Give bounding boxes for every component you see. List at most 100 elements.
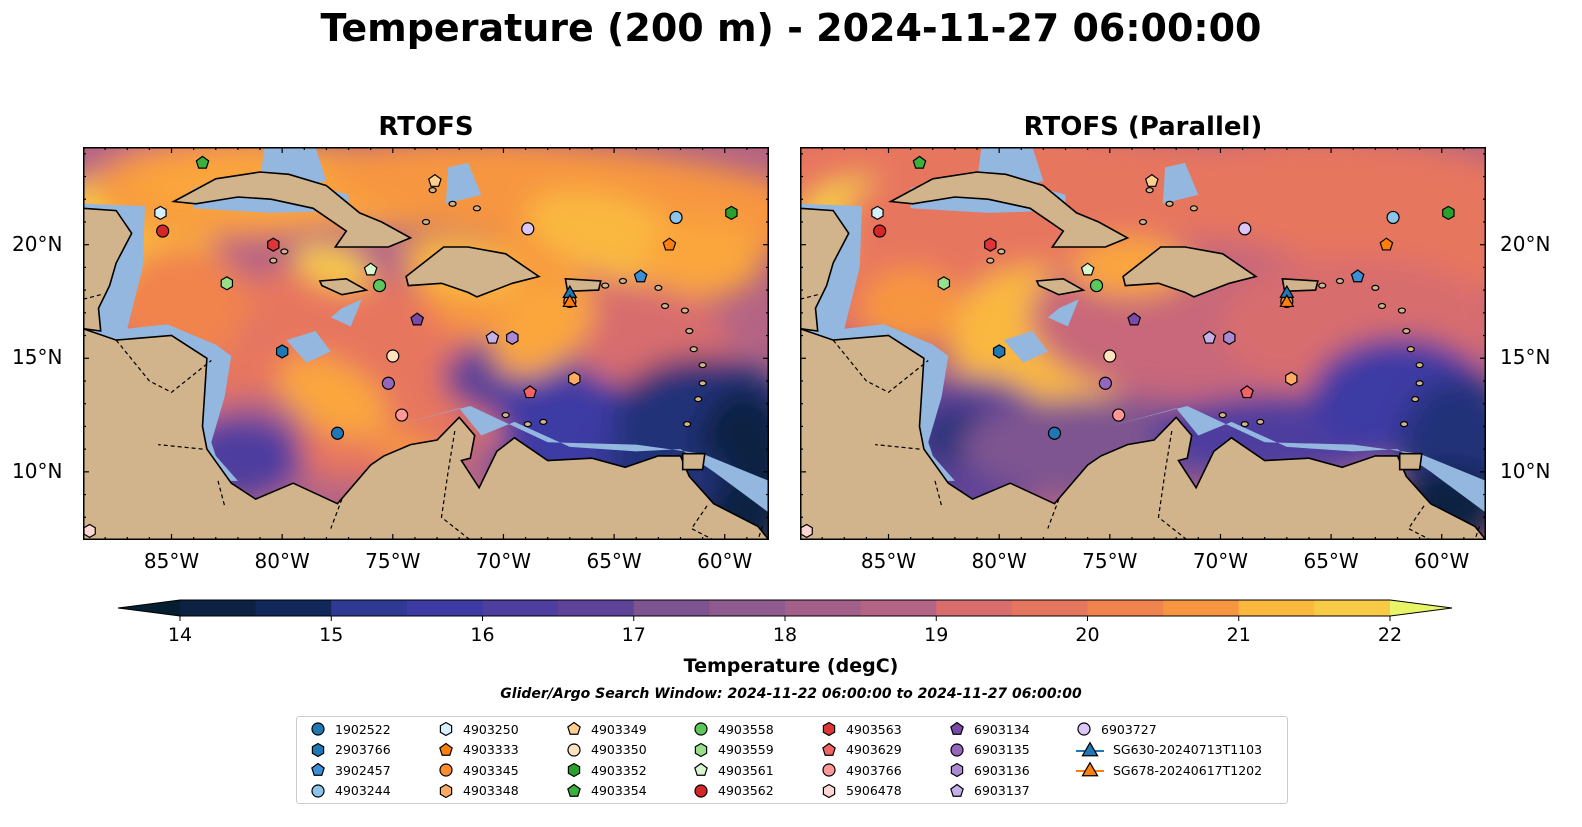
- island: [680, 307, 690, 314]
- colorbar-band: [1163, 600, 1240, 616]
- colorbar-label: Temperature (degC): [683, 655, 899, 677]
- island: [1335, 277, 1345, 285]
- x-tick-label: 65°W: [1303, 549, 1359, 573]
- legend-marker-icon: [950, 721, 964, 735]
- island: [1318, 282, 1327, 289]
- colorbar-band: [558, 600, 635, 616]
- legend-label: SG630-20240713T1103: [1113, 742, 1263, 757]
- island: [448, 200, 457, 207]
- marker-4903629: [523, 385, 537, 399]
- marker-6903137: [1202, 330, 1217, 344]
- shelf-area: [286, 331, 331, 363]
- legend-item: SG630-20240713T1103: [1075, 740, 1262, 760]
- legend-label: 4903345: [463, 762, 519, 778]
- legend-marker-icon: [822, 763, 836, 777]
- marker-4903333: [662, 237, 677, 251]
- temperature-field: [800, 147, 1486, 540]
- colorbar-over-extension: [1390, 600, 1452, 616]
- legend-item: 4903352: [565, 760, 647, 780]
- legend-item: 3902457: [309, 760, 391, 780]
- marker-SG678-20240617T1202: [562, 293, 578, 308]
- shelf-area: [392, 406, 769, 513]
- shelf-area: [1162, 162, 1199, 204]
- marker-1902522: [330, 426, 345, 440]
- x-tick-label: 70°W: [1192, 549, 1249, 573]
- island: [698, 361, 707, 369]
- legend-label: 2903766: [335, 742, 391, 757]
- colorbar-tick-label: 20: [1075, 624, 1100, 646]
- legend-label: 4903562: [718, 783, 774, 798]
- temperature-field: [83, 147, 769, 540]
- island: [1371, 284, 1380, 291]
- marker-4903766: [395, 408, 409, 422]
- platform-markers: [83, 155, 738, 539]
- x-tick-label: 65°W: [586, 549, 642, 573]
- shelf-area: [445, 162, 482, 204]
- island: [689, 346, 698, 353]
- legend-label: 4903563: [846, 721, 902, 737]
- colorbar-band: [1314, 600, 1391, 616]
- marker-6903134: [1127, 312, 1142, 326]
- tick-marks: [800, 147, 1486, 540]
- legend-item: 4903349: [565, 719, 647, 739]
- island: [660, 302, 670, 310]
- legend-item: 4903244: [309, 781, 391, 801]
- country-border: [440, 430, 471, 540]
- legend-marker-icon: [439, 763, 453, 777]
- island: [280, 248, 289, 255]
- marker-3902457: [1350, 269, 1365, 283]
- marker-4903348: [568, 371, 581, 386]
- country-border: [1407, 505, 1431, 540]
- legend-marker-icon: [311, 762, 325, 776]
- island: [428, 187, 437, 194]
- legend-label: 4903354: [591, 783, 647, 798]
- legend-marker-icon: [950, 742, 964, 757]
- marker-4903559: [220, 276, 234, 291]
- legend-marker-icon: [694, 783, 708, 798]
- landmass: [800, 327, 1486, 540]
- marker-4903354: [195, 155, 210, 169]
- country-border: [1047, 498, 1060, 529]
- legend-marker-icon: [950, 762, 964, 778]
- legend-item: 6903134: [948, 719, 1030, 739]
- legend-marker-icon: [439, 742, 453, 756]
- legend-item: 4903558: [692, 719, 774, 739]
- landmass: [318, 277, 369, 296]
- colorbar-band: [406, 600, 483, 616]
- colorbar-band: [331, 600, 408, 616]
- island: [1240, 421, 1249, 428]
- legend-marker-icon: [567, 762, 581, 778]
- shelf-area: [1109, 406, 1486, 513]
- platform-markers: [800, 155, 1455, 539]
- marker-4903250: [871, 205, 884, 221]
- island: [1402, 327, 1411, 335]
- legend-item: 4903350: [565, 740, 647, 760]
- landmass: [83, 207, 133, 332]
- x-tick-label: 70°W: [475, 549, 532, 573]
- legend-label: 3902457: [335, 762, 391, 778]
- legend-marker-icon: [567, 742, 581, 757]
- legend-label: 4903629: [846, 742, 902, 757]
- colorbar-band: [1011, 600, 1088, 616]
- legend-item: 4903333: [437, 740, 519, 760]
- legend-marker-icon: [567, 783, 581, 797]
- island: [986, 257, 995, 264]
- marker-4903766: [1112, 408, 1126, 422]
- marker-4903563: [267, 237, 280, 252]
- legend-label: 4903333: [463, 742, 519, 757]
- legend-item: 4903629: [820, 740, 902, 760]
- x-tick-label: 60°W: [1414, 549, 1470, 573]
- legend-label: 6903727: [1101, 721, 1157, 737]
- legend-label: 4903350: [591, 742, 647, 757]
- legend-label: 5906478: [846, 783, 902, 798]
- colorbar-band: [180, 600, 257, 616]
- search-window-text: Glider/Argo Search Window: 2024-11-22 06…: [500, 686, 1082, 702]
- x-tick-label: 75°W: [1082, 549, 1138, 573]
- legend-marker-icon: [1076, 761, 1104, 777]
- marker-4903558: [1089, 278, 1104, 293]
- country-border: [934, 480, 943, 507]
- y-tick-label-left: 15°N: [12, 345, 63, 370]
- landmass: [888, 171, 1130, 248]
- shelf-area: [330, 299, 362, 327]
- marker-6903136: [506, 330, 519, 345]
